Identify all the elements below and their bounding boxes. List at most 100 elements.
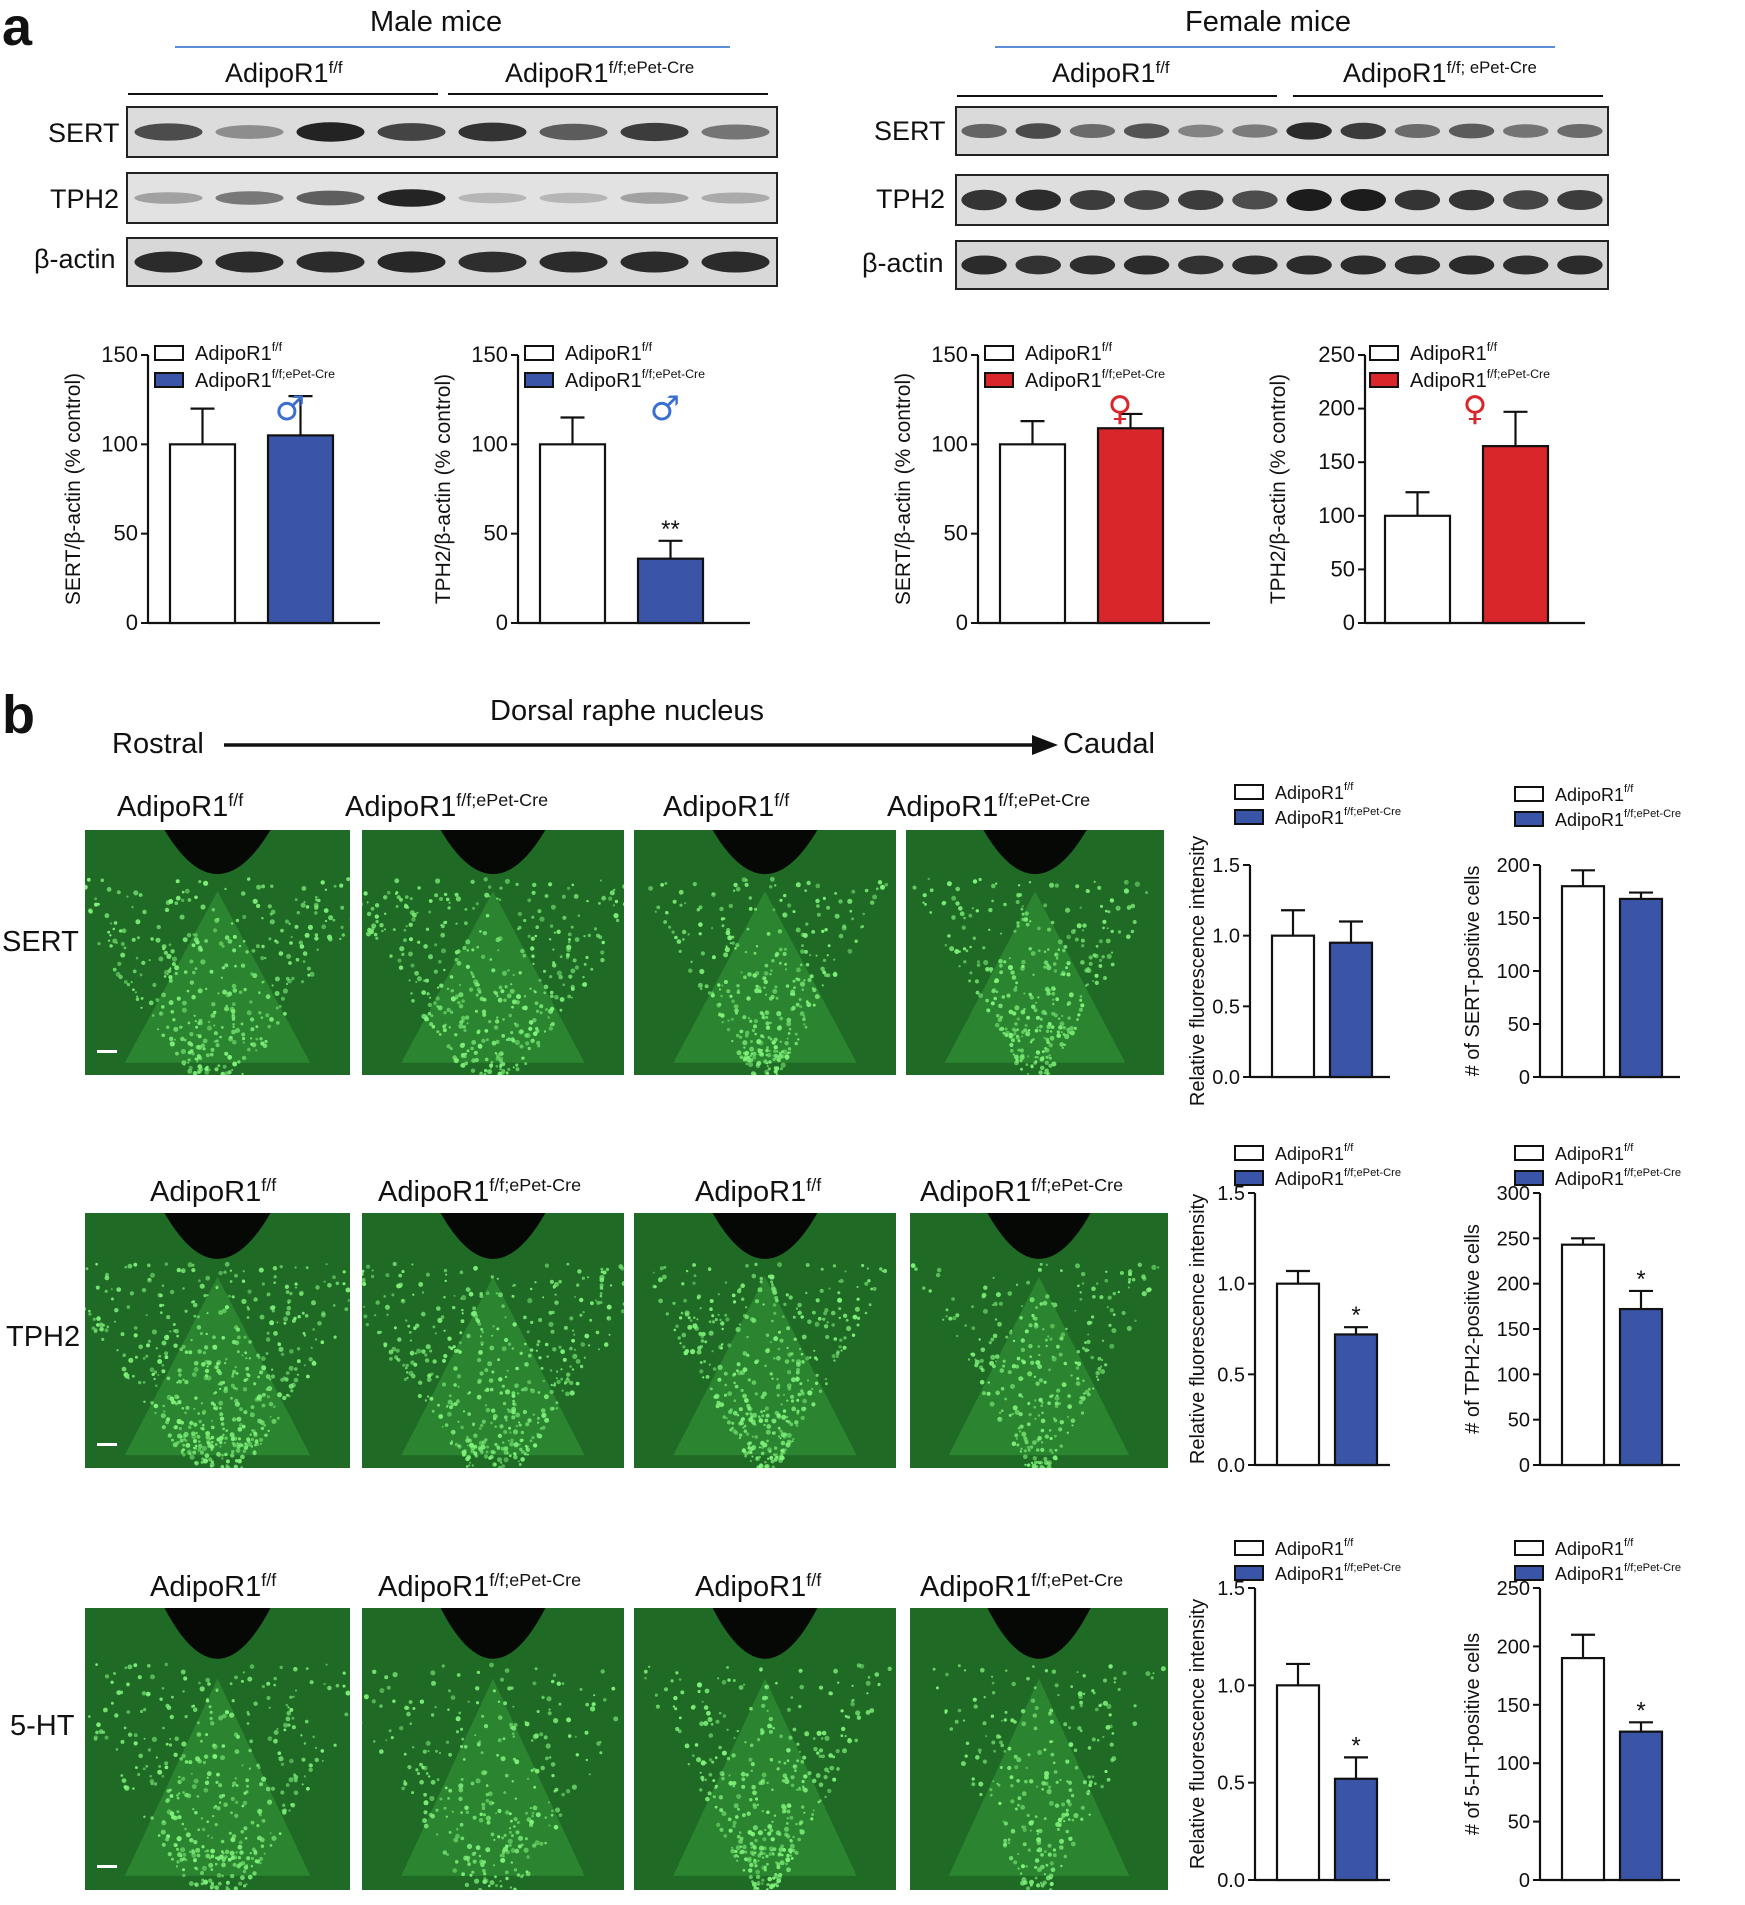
cell-dot bbox=[285, 1285, 289, 1289]
cell-dot bbox=[758, 1830, 763, 1835]
cell-dot bbox=[460, 1745, 463, 1748]
cell-dot bbox=[990, 1338, 994, 1342]
cell-dot bbox=[527, 1330, 530, 1333]
cell-dot bbox=[273, 1281, 276, 1284]
cell-dot bbox=[219, 1036, 222, 1039]
cell-dot bbox=[302, 1783, 304, 1785]
cell-dot bbox=[187, 1062, 189, 1064]
cell-dot bbox=[580, 1365, 583, 1368]
cell-dot bbox=[124, 947, 127, 950]
legend-swatch bbox=[1515, 1566, 1543, 1580]
cell-dot bbox=[219, 1446, 221, 1448]
cell-dot bbox=[243, 940, 246, 943]
cell-dot bbox=[791, 1006, 795, 1010]
cell-dot bbox=[996, 1014, 1000, 1018]
cell-dot bbox=[751, 1770, 753, 1772]
cell-dot bbox=[769, 1050, 771, 1052]
cell-dot bbox=[417, 941, 420, 944]
cell-dot bbox=[527, 898, 531, 902]
cell-dot bbox=[306, 1266, 309, 1269]
cell-dot bbox=[269, 1378, 272, 1381]
cell-dot bbox=[805, 1356, 809, 1360]
cell-dot bbox=[142, 1691, 146, 1695]
cell-dot bbox=[401, 1270, 404, 1273]
cell-dot bbox=[224, 963, 228, 967]
cell-dot bbox=[539, 917, 544, 922]
cell-dot bbox=[672, 1302, 675, 1305]
cell-dot bbox=[980, 1359, 984, 1363]
cell-dot bbox=[182, 1868, 185, 1871]
cell-dot bbox=[246, 1785, 249, 1788]
bar-knockout bbox=[1330, 943, 1372, 1077]
cell-dot bbox=[1044, 1012, 1047, 1015]
cell-dot bbox=[193, 1840, 197, 1844]
cell-dot bbox=[509, 1431, 511, 1433]
cell-dot bbox=[1021, 1377, 1024, 1380]
cell-dot bbox=[1091, 1315, 1094, 1318]
cell-dot bbox=[693, 1317, 695, 1319]
cell-dot bbox=[548, 1802, 550, 1804]
cell-dot bbox=[1035, 1002, 1037, 1004]
blot-band bbox=[296, 122, 364, 142]
cell-dot bbox=[116, 1287, 121, 1292]
cell-dot bbox=[270, 885, 273, 888]
cell-dot bbox=[787, 1708, 791, 1712]
cell-dot bbox=[1033, 1456, 1037, 1460]
cell-dot bbox=[1005, 1028, 1008, 1031]
cell-dot bbox=[222, 1308, 227, 1313]
cell-dot bbox=[766, 1026, 770, 1030]
cell-dot bbox=[761, 1879, 764, 1882]
cell-dot bbox=[543, 991, 546, 994]
cell-dot bbox=[201, 1879, 204, 1882]
cell-dot bbox=[990, 1794, 993, 1797]
cell-dot bbox=[717, 1677, 719, 1679]
cell-dot bbox=[1034, 1461, 1038, 1465]
y-axis-label: # of 5-HT-positive cells bbox=[1462, 1633, 1484, 1835]
cell-dot bbox=[1045, 987, 1050, 992]
cell-dot bbox=[1114, 1681, 1116, 1683]
cell-dot bbox=[168, 1433, 172, 1437]
cell-dot bbox=[269, 1320, 274, 1325]
cell-dot bbox=[837, 1291, 840, 1294]
cell-dot bbox=[1081, 1411, 1084, 1414]
cell-dot bbox=[754, 1839, 757, 1842]
cell-dot bbox=[508, 1839, 513, 1844]
female-group-ctrl: AdipoR1f/f bbox=[1052, 60, 1170, 87]
cell-dot bbox=[1003, 1750, 1006, 1753]
cell-dot bbox=[688, 933, 690, 935]
cell-dot bbox=[779, 899, 782, 902]
cell-dot bbox=[498, 1434, 502, 1438]
blot-band bbox=[458, 123, 526, 142]
cell-dot bbox=[226, 1464, 229, 1467]
cell-dot bbox=[1000, 1766, 1003, 1769]
cell-dot bbox=[1075, 1263, 1080, 1268]
cell-dot bbox=[1102, 1736, 1104, 1738]
cell-dot bbox=[411, 1263, 413, 1265]
cell-dot bbox=[531, 937, 535, 941]
y-axis-label: TPH2/β-actin (% control) bbox=[1267, 374, 1290, 604]
cell-dot bbox=[783, 894, 786, 897]
cell-dot bbox=[969, 971, 972, 974]
cell-dot bbox=[222, 990, 227, 995]
legend-swatch bbox=[1235, 1541, 1263, 1555]
cell-dot bbox=[122, 1367, 127, 1372]
cell-dot bbox=[755, 1797, 758, 1800]
cell-dot bbox=[495, 1040, 499, 1044]
cell-dot bbox=[435, 878, 440, 883]
cell-dot bbox=[261, 884, 265, 888]
cell-dot bbox=[1073, 1813, 1078, 1818]
cell-dot bbox=[148, 1748, 151, 1751]
cell-dot bbox=[93, 1318, 96, 1321]
cell-dot bbox=[737, 1855, 739, 1857]
cell-dot bbox=[955, 1720, 959, 1724]
cell-dot bbox=[291, 977, 294, 980]
cell-dot bbox=[749, 1412, 752, 1415]
cell-dot bbox=[794, 1338, 797, 1341]
cell-dot bbox=[593, 1694, 595, 1696]
cell-dot bbox=[445, 1274, 447, 1276]
cell-dot bbox=[477, 1395, 482, 1400]
cell-dot bbox=[773, 1303, 776, 1306]
blot-band bbox=[1503, 190, 1549, 210]
y-tick-label: 1.5 bbox=[1217, 1183, 1245, 1205]
